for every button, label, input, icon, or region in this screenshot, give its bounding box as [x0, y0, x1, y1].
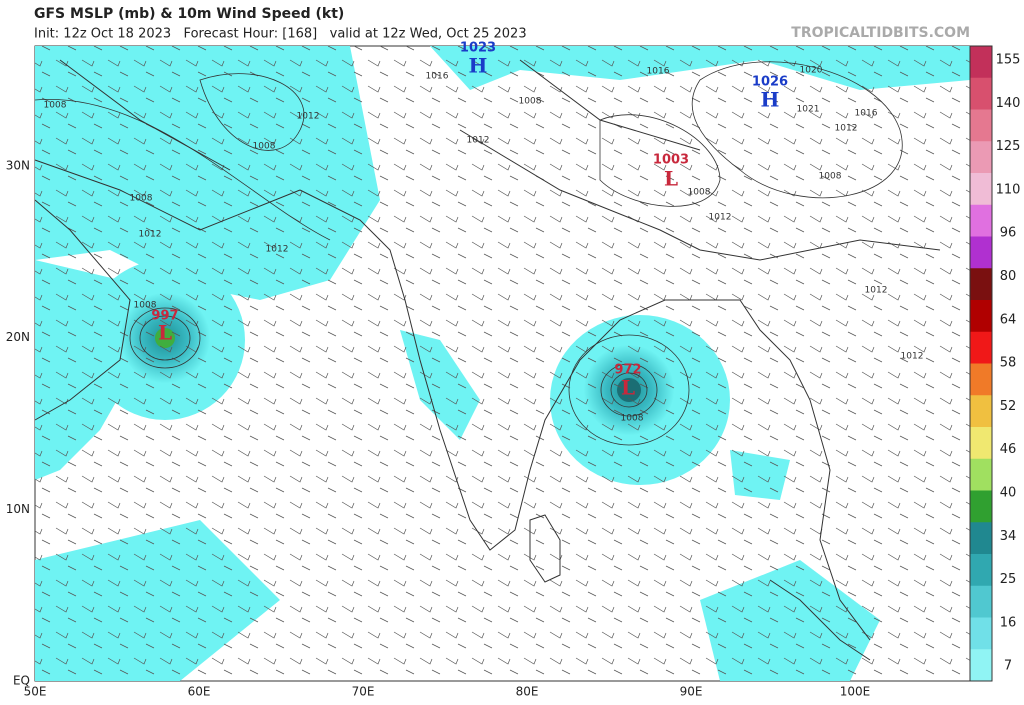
longitude-label: 90E [680, 685, 703, 699]
isobar-label: 1016 [855, 109, 878, 119]
colorbar-label: 52 [1000, 399, 1017, 414]
longitude-label: 60E [188, 685, 211, 699]
colorbar-label: 40 [1000, 486, 1017, 501]
colorbar-swatch [970, 268, 992, 301]
latitude-label: EQ [13, 674, 30, 688]
isobar-label: 1008 [130, 194, 153, 204]
subtitle: Init: 12z Oct 18 2023 Forecast Hour: [16… [34, 27, 527, 42]
colorbar-label: 25 [1000, 572, 1017, 587]
isobar-label: 1016 [426, 72, 449, 82]
colorbar-swatch [970, 585, 992, 618]
colorbar-swatch [970, 141, 992, 174]
colorbar-swatch [970, 395, 992, 428]
longitude-label: 80E [516, 685, 539, 699]
pressure-symbol: L [621, 376, 635, 400]
isobar-label: 1021 [797, 105, 820, 115]
isobar-label: 1008 [134, 301, 157, 311]
colorbar-label: 140 [996, 96, 1021, 111]
isobar-label: 1012 [709, 213, 732, 223]
colorbar-swatch [970, 554, 992, 587]
colorbar-label: 46 [1000, 442, 1017, 457]
coastlines [34, 59, 941, 661]
pressure-value: 1003 [653, 153, 689, 168]
colorbar-swatch [970, 77, 992, 110]
pressure-value: 1026 [752, 75, 788, 90]
isobar-label: 1008 [688, 188, 711, 198]
colorbar-swatch [970, 300, 992, 333]
colorbar-swatch [970, 363, 992, 396]
isobar-label: 1012 [297, 112, 320, 122]
isobar-label: 1016 [647, 67, 670, 77]
colorbar-swatch [970, 109, 992, 142]
latitude-label: 20N [6, 330, 30, 344]
pressure-symbol: L [664, 167, 678, 191]
isobar-label: 1008 [519, 97, 542, 107]
colorbar-swatch [970, 522, 992, 555]
isobar-label: 1012 [139, 230, 162, 240]
colorbar-swatch [970, 649, 992, 682]
pressure-value: 972 [614, 363, 641, 378]
colorbar-label: 96 [1000, 226, 1017, 241]
colorbar-swatch [970, 46, 992, 79]
credit: TROPICALTIDBITS.COM [791, 25, 970, 41]
pressure-symbol: H [469, 54, 488, 78]
isobars [34, 61, 903, 446]
colorbar-label: 125 [996, 139, 1021, 154]
isobar-label: 1020 [800, 66, 823, 76]
colorbar: 155 140 125 110 96 80 64 58 52 46 40 34 25 16 7 [969, 45, 1021, 682]
colorbar-swatch [970, 204, 992, 237]
isobar-label: 1012 [467, 136, 490, 146]
colorbar-swatch [970, 458, 992, 491]
colorbar-label: 110 [996, 182, 1021, 197]
colorbar-swatch [970, 427, 992, 460]
isobar-label: 1008 [819, 172, 842, 182]
longitude-label: 70E [352, 685, 375, 699]
latitude-label: 10N [6, 502, 30, 516]
colorbar-label: 80 [1000, 269, 1017, 284]
colorbar-label: 64 [1000, 312, 1017, 327]
isobar-label: 1012 [901, 352, 924, 362]
longitude-label: 50E [24, 685, 47, 699]
colorbar-label: 155 [996, 53, 1021, 68]
longitude-label: 100E [840, 685, 871, 699]
colorbar-swatch [970, 490, 992, 523]
latitude-label: 30N [6, 159, 30, 173]
isobar-label: 1012 [835, 124, 858, 134]
colorbar-swatch [970, 173, 992, 206]
colorbar-label: 7 [1004, 659, 1012, 674]
isobar-label: 1008 [621, 414, 644, 424]
isobar-label: 1012 [865, 286, 888, 296]
isobar-label: 1012 [266, 245, 289, 255]
isobar-label: 1008 [253, 142, 276, 152]
pressure-symbol: H [761, 88, 780, 112]
colorbar-frame [969, 45, 993, 682]
pressure-value: 997 [151, 309, 178, 324]
colorbar-label: 58 [1000, 356, 1017, 371]
pressure-symbol: L [158, 321, 172, 345]
isobar-label: 1008 [44, 101, 67, 111]
colorbar-label: 34 [1000, 529, 1017, 544]
colorbar-swatch [970, 331, 992, 364]
pressure-value: 1023 [460, 41, 496, 56]
colorbar-swatch [970, 617, 992, 650]
colorbar-swatch [970, 236, 992, 269]
title: GFS MSLP (mb) & 10m Wind Speed (kt) [34, 6, 344, 22]
colorbar-label: 16 [1000, 615, 1017, 630]
